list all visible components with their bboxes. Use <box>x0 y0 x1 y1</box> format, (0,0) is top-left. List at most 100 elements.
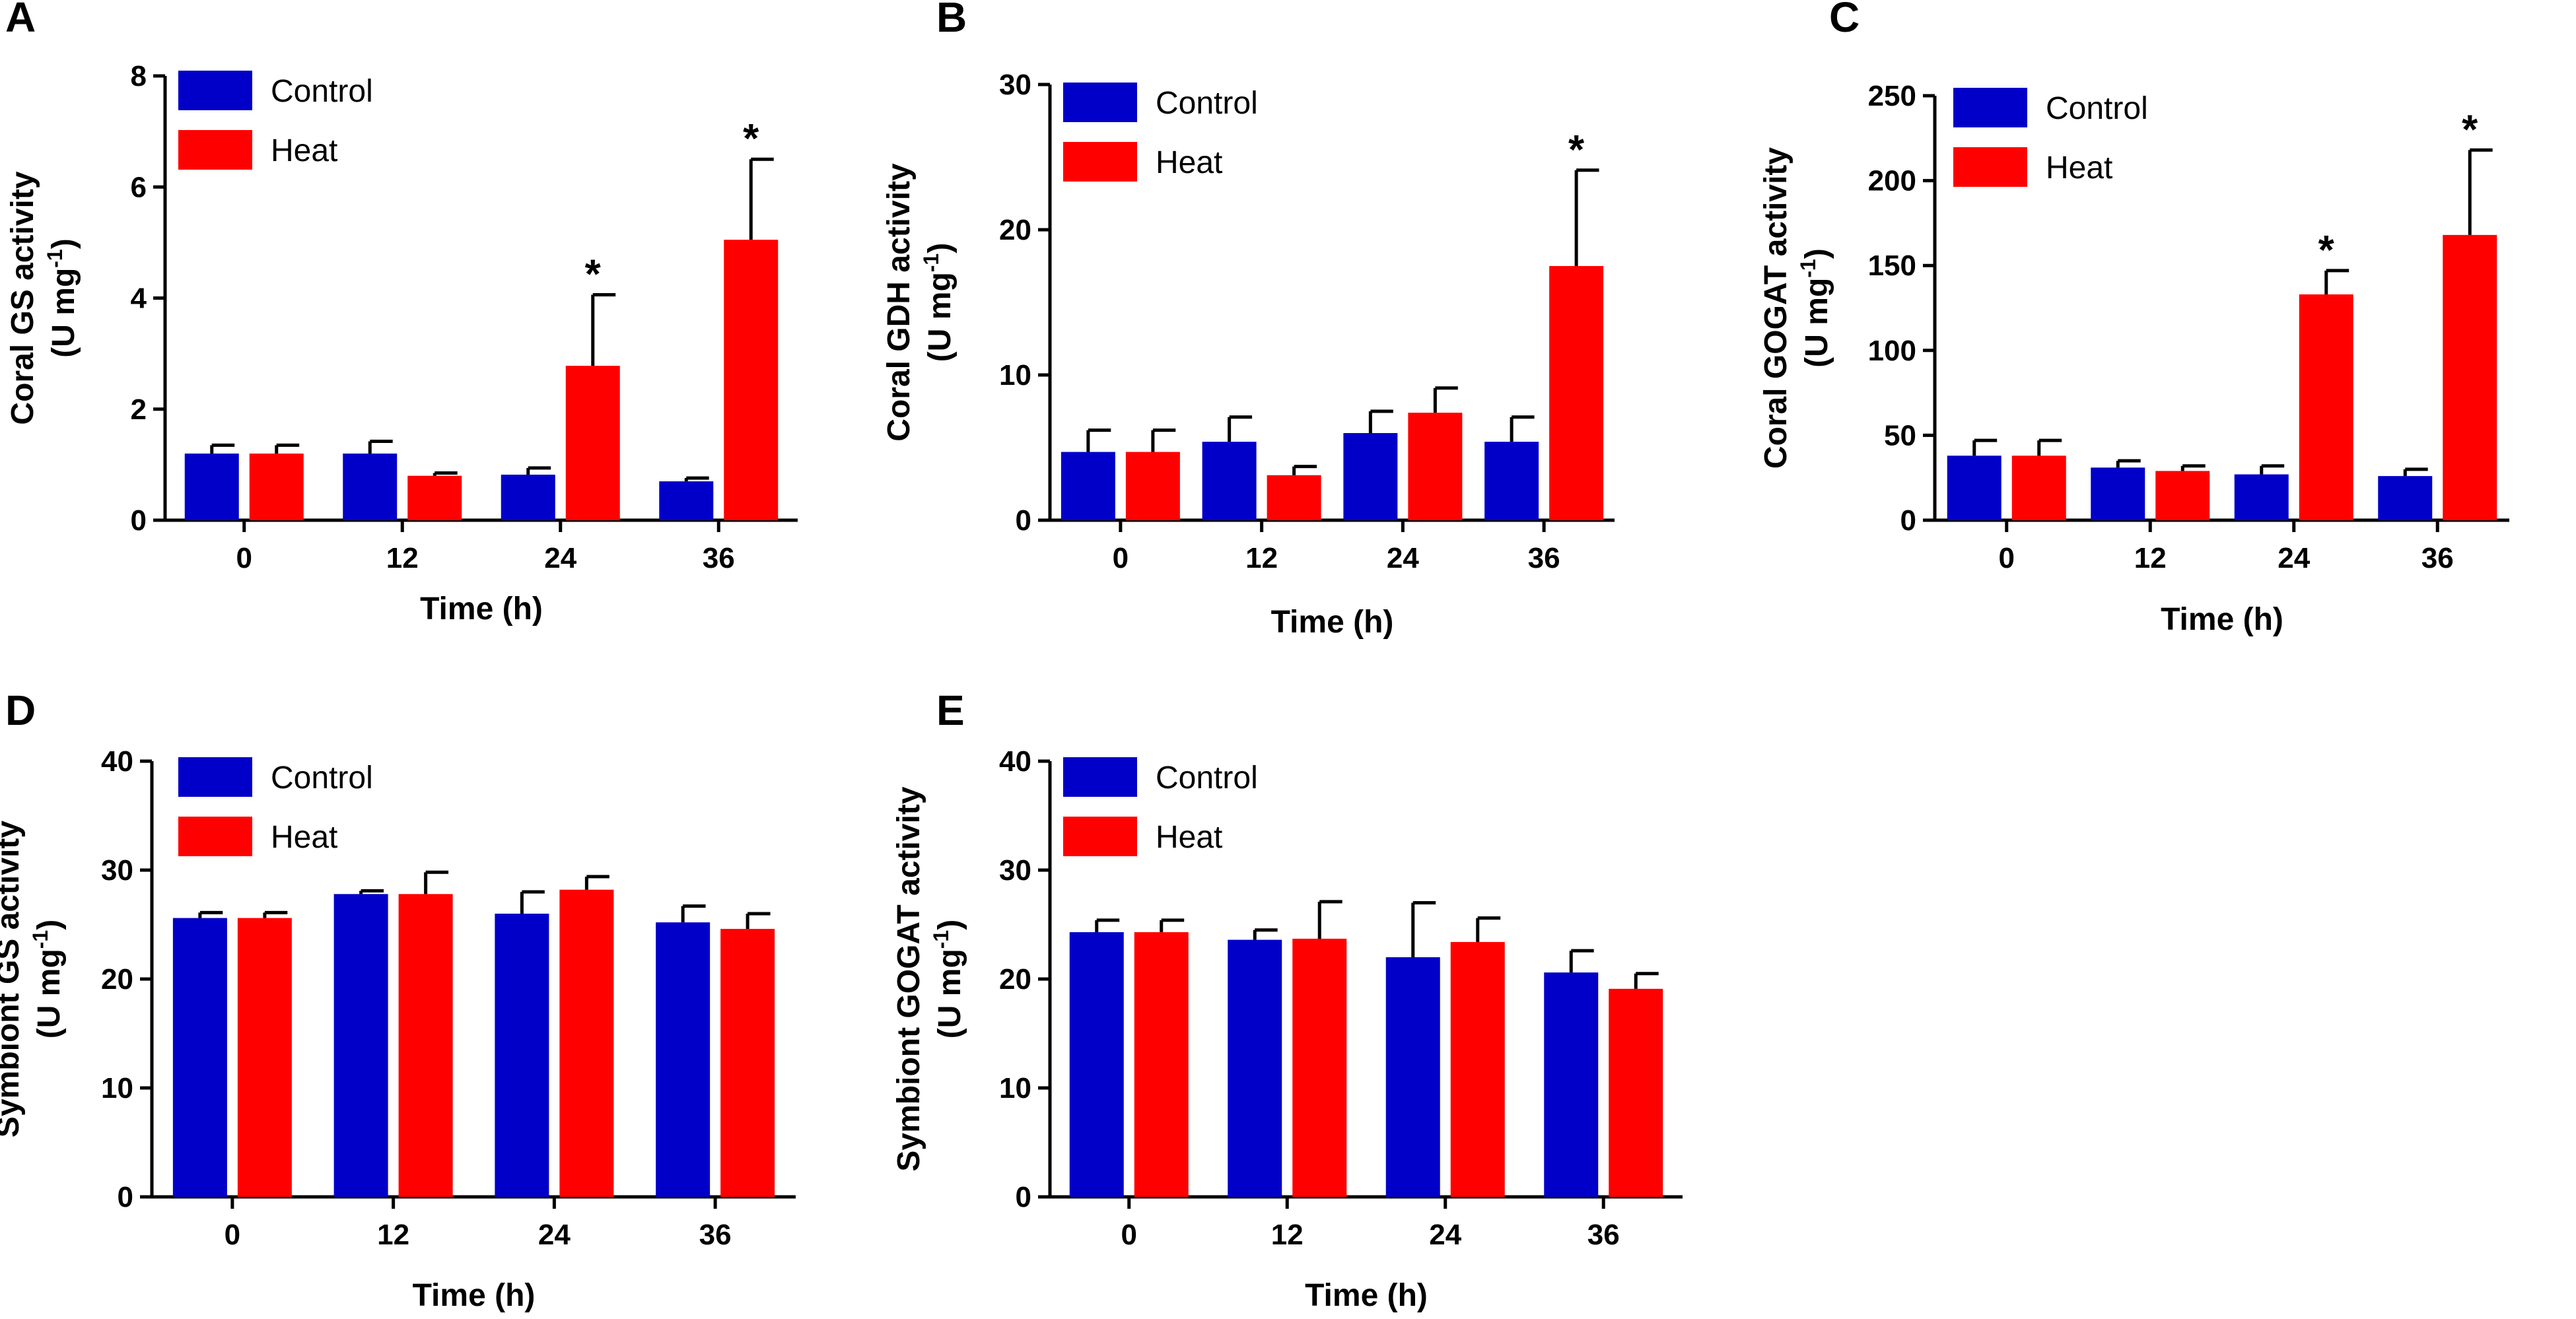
bar-heat-0 <box>249 454 304 520</box>
bar-control-0 <box>1947 456 2002 520</box>
panel-d: D 0 10 20 30 40 0 12 24 36 Time (h) Symbiont GS act… <box>0 687 796 1313</box>
y-axis-label: Coral GS activity (U mg-1) <box>5 171 81 424</box>
x-tick-label: 0 <box>1113 542 1129 574</box>
y-axis-label-line2: (U mg-1) <box>28 920 67 1038</box>
y-tick-label: 0 <box>131 504 147 537</box>
x-tick-label: 24 <box>1387 542 1419 574</box>
y-tick-label: 0 <box>1900 504 1916 537</box>
y-unit-superscript: -1 <box>28 930 52 949</box>
y-axis-label-line1: Coral GS activity <box>5 171 40 424</box>
y-tick-label: 6 <box>131 171 147 203</box>
y-axis-label: Symbiont GOGAT activity (U mg-1) <box>891 786 967 1172</box>
legend-label-heat: Heat <box>271 820 337 855</box>
x-tick-label: 12 <box>377 1219 409 1251</box>
y-tick-label: 50 <box>1884 419 1916 452</box>
y-tick-label: 100 <box>1868 335 1916 367</box>
x-axis-label: Time (h) <box>420 592 543 626</box>
bar-control-0 <box>184 454 239 520</box>
x-tick-label: 24 <box>544 542 576 574</box>
bar-control-24 <box>1385 957 1440 1197</box>
x-tick-label: 12 <box>386 542 419 574</box>
panel-letter: B <box>936 0 967 41</box>
bar-control-36 <box>1544 972 1599 1197</box>
y-axis-label-line1: Symbiont GOGAT activity <box>891 786 926 1172</box>
y-tick-label: 10 <box>999 359 1031 391</box>
bar-heat-24 <box>2299 294 2353 520</box>
x-tick-label: 36 <box>1587 1219 1620 1251</box>
legend-swatch-heat <box>178 817 252 856</box>
y-axis-label: Coral GOGAT activity (U mg-1) <box>1758 147 1834 469</box>
bar-heat-0 <box>2011 456 2066 520</box>
significance-marker: * <box>2318 228 2335 273</box>
legend-label-control: Control <box>271 761 373 795</box>
bar-heat-24 <box>1408 413 1463 520</box>
x-axis-label: Time (h) <box>1271 605 1394 640</box>
bar-control-24 <box>495 914 549 1197</box>
panel-letter: A <box>5 0 36 41</box>
x-tick-label: 36 <box>699 1219 732 1251</box>
y-unit-close: ) <box>1799 248 1834 259</box>
y-axis-label-line1: Coral GOGAT activity <box>1758 147 1793 469</box>
bar-heat-24 <box>1450 941 1505 1197</box>
x-axis-label: Time (h) <box>413 1278 536 1313</box>
bar-control-12 <box>1202 442 1257 520</box>
y-unit-close: ) <box>922 243 957 254</box>
legend-swatch-heat <box>1063 817 1137 856</box>
bar-heat-0 <box>1134 932 1189 1197</box>
legend-swatch-control <box>178 71 252 110</box>
bar-heat-36 <box>720 929 775 1197</box>
bar-control-0 <box>1061 452 1115 520</box>
y-unit-text: (U mg <box>922 272 957 362</box>
bar-control-36 <box>2378 476 2433 520</box>
y-tick-label: 20 <box>999 214 1031 246</box>
y-tick-label: 200 <box>1868 165 1916 197</box>
y-axis-label: Coral GDH activity (U mg-1) <box>882 163 957 442</box>
y-axis-label-line1: Symbiont GS activity <box>0 821 26 1137</box>
y-tick-label: 150 <box>1868 250 1916 282</box>
y-unit-text: (U mg <box>46 268 81 358</box>
legend-label-control: Control <box>1156 761 1258 795</box>
significance-marker: * <box>1568 127 1585 173</box>
x-tick-label: 12 <box>2134 542 2167 574</box>
y-axis-label: Symbiont GS activity(U mg-1) <box>0 821 67 1137</box>
legend-label-control: Control <box>2046 91 2148 126</box>
panel-b: B 0 10 20 30 0 12 24 36 * Time (h) Coral GDH activi… <box>882 0 1615 640</box>
x-tick-label: 0 <box>1121 1219 1137 1251</box>
x-tick-label: 36 <box>703 542 735 574</box>
y-tick-label: 2 <box>131 393 147 426</box>
bar-control-36 <box>656 922 711 1197</box>
bar-heat-36 <box>1549 266 1604 520</box>
bar-heat-12 <box>398 894 453 1197</box>
x-axis-label: Time (h) <box>2161 602 2283 637</box>
bar-heat-24 <box>565 366 620 520</box>
bar-heat-0 <box>1125 452 1180 520</box>
y-unit-superscript: -1 <box>1796 259 1820 277</box>
bar-heat-12 <box>1267 475 1321 520</box>
bar-heat-12 <box>2155 471 2210 520</box>
y-tick-label: 10 <box>999 1072 1031 1104</box>
legend-swatch-heat <box>1953 147 2027 187</box>
bar-control-36 <box>659 481 714 520</box>
y-unit-close: ) <box>932 920 967 930</box>
legend-swatch-heat <box>178 130 252 170</box>
panel-letter: E <box>936 687 965 734</box>
legend-swatch-control <box>1953 88 2027 127</box>
y-tick-label: 30 <box>999 69 1031 101</box>
y-tick-label: 20 <box>999 963 1031 996</box>
bar-control-36 <box>1484 442 1539 520</box>
y-unit-close: ) <box>32 920 67 930</box>
y-tick-label: 4 <box>131 283 147 315</box>
x-axis-label: Time (h) <box>1305 1278 1428 1313</box>
y-tick-label: 10 <box>101 1072 133 1104</box>
panel-c: C 0 50 100 150 200 250 0 12 24 * 36 * Time (h) Coral G… <box>1758 0 2509 637</box>
bar-heat-0 <box>237 918 292 1197</box>
bar-control-0 <box>172 918 227 1197</box>
y-tick-label: 30 <box>101 854 133 887</box>
y-tick-label: 40 <box>999 745 1031 778</box>
bar-heat-12 <box>407 475 462 520</box>
bar-control-12 <box>1228 939 1282 1197</box>
y-axis-label-line2: (U mg-1) <box>919 243 957 362</box>
y-tick-label: 40 <box>101 745 133 778</box>
y-unit-superscript: -1 <box>919 254 943 272</box>
